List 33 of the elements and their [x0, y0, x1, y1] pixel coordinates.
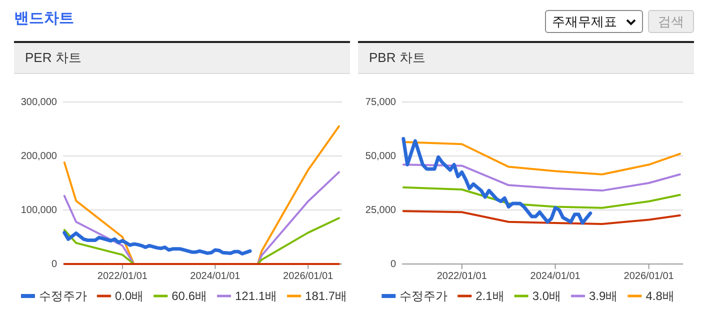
line-series [402, 186, 681, 209]
line-series [62, 230, 252, 256]
line-series [402, 210, 681, 226]
chart-title: PER 차트 [14, 41, 350, 74]
x-tick-label: 2022/01/01 [436, 271, 488, 282]
y-tick-label: 75,000 [365, 97, 396, 108]
legend-label: 60.6배 [172, 289, 207, 304]
legend-label: 0.0배 [114, 289, 144, 304]
x-tick-label: 2022/01/01 [97, 271, 148, 282]
text: 밴드차트 [14, 9, 74, 28]
legend-label: 수정주가 [38, 289, 87, 304]
y-tick-label: 100,000 [20, 205, 58, 216]
legend-label: 4.8배 [646, 289, 674, 304]
legend-label: 181.7배 [305, 289, 348, 304]
legend-label: 121.1배 [234, 289, 278, 304]
y-tick-label: 50,000 [365, 151, 396, 162]
x-tick-label: 2026/01/01 [283, 271, 334, 282]
legend-label: 3.0배 [532, 289, 561, 304]
line-series [402, 164, 681, 192]
y-tick-label: 300,000 [20, 97, 58, 108]
legend-label: 2.1배 [476, 289, 504, 304]
dropdown[interactable]: 주재무제표 [545, 10, 643, 33]
x-tick-label: 2024/01/01 [530, 271, 581, 282]
line-series [402, 136, 592, 225]
y-tick-label: 25,000 [365, 205, 396, 216]
x-tick-label: 2026/01/01 [624, 271, 674, 282]
y-tick-label: 0 [51, 259, 58, 270]
x-tick-label: 2024/01/01 [190, 271, 241, 282]
y-tick-label: 200,000 [20, 151, 58, 162]
chart-title: PBR 차트 [358, 41, 694, 74]
legend-label: 수정주가 [400, 289, 448, 304]
legend-label: 3.9배 [589, 289, 618, 304]
y-tick-label: 0 [390, 259, 396, 270]
